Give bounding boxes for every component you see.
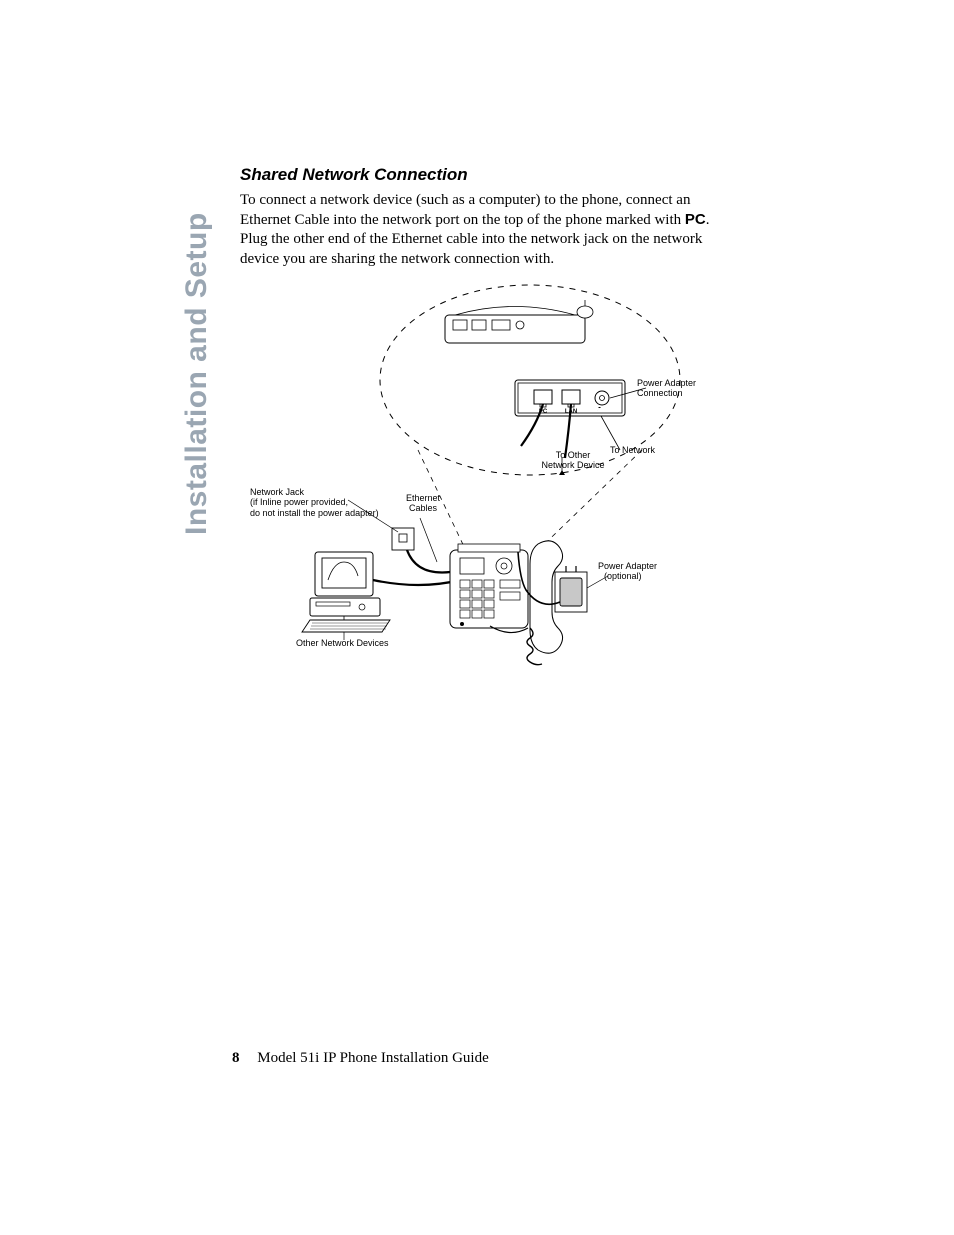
computer-icon <box>302 552 390 632</box>
label-power-adapter-connection: Power Adapter Connection <box>637 378 717 399</box>
label-ethernet-cables: Ethernet Cables <box>400 493 446 514</box>
rear-port-panel-icon: PC LAN <box>515 380 625 458</box>
label-to-network: To Network <box>610 445 655 455</box>
side-section-title: Installation and Setup <box>180 165 214 535</box>
section-heading: Shared Network Connection <box>240 165 740 185</box>
label-other-network-devices: Other Network Devices <box>296 638 389 648</box>
label-network-jack: Network Jack (if Inline power provided, … <box>250 487 390 518</box>
page-footer: 8 Model 51i IP Phone Installation Guide <box>232 1050 752 1067</box>
body-paragraph: To connect a network device (such as a c… <box>240 191 740 269</box>
label-power-adapter-optional: Power Adapter (optional) <box>598 561 678 582</box>
power-adapter-icon <box>555 566 587 612</box>
footer-doc-title: Model 51i IP Phone Installation Guide <box>257 1050 489 1066</box>
phone-top-view-icon <box>445 300 593 343</box>
label-to-other-network-device: To Other Network Device <box>538 450 608 471</box>
handset-icon <box>530 541 563 653</box>
connection-diagram: PC LAN <box>240 280 740 680</box>
ip-phone-icon <box>450 544 528 628</box>
wall-jack-icon <box>392 528 414 550</box>
page-number: 8 <box>232 1050 240 1066</box>
paragraph-part-1: To connect a network device (such as a c… <box>240 192 690 228</box>
main-content: Shared Network Connection To connect a n… <box>240 165 740 269</box>
pc-label-inline: PC <box>685 211 706 228</box>
